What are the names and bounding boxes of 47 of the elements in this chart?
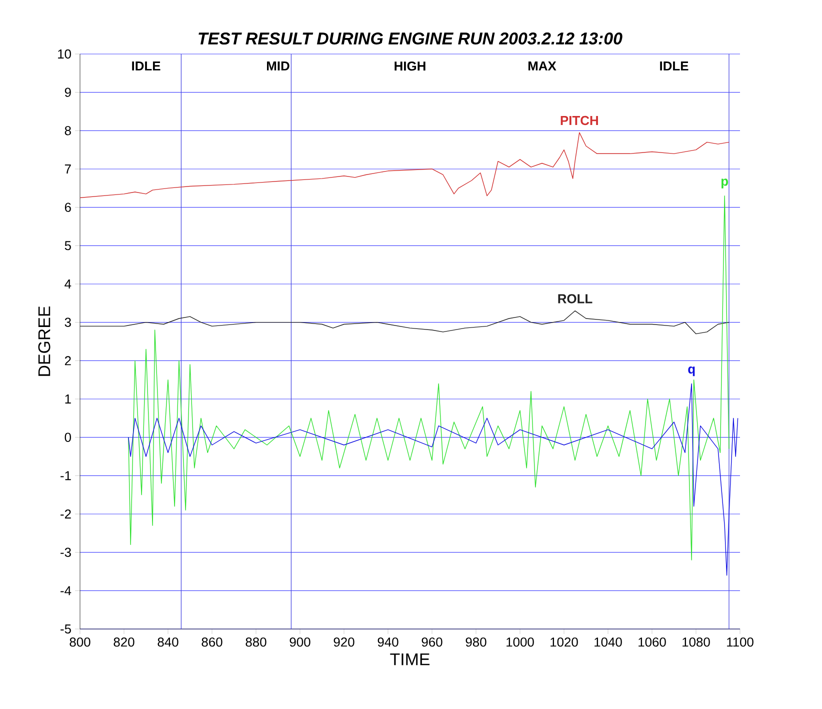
x-tick-label: 900	[290, 637, 310, 647]
chart-title: TEST RESULT DURING ENGINE RUN 2003.2.12 13:00	[198, 32, 622, 45]
y-tick-label: -4	[60, 586, 72, 596]
line-series	[128, 383, 738, 576]
x-tick-label: 960	[422, 637, 442, 647]
y-tick-label: -1	[60, 471, 71, 480]
series-label: PITCH	[560, 116, 598, 126]
annotation: MAX	[528, 62, 556, 70]
x-tick-label: 880	[246, 637, 266, 647]
y-tick-label: -2	[60, 509, 71, 519]
x-tick-label: 920	[334, 637, 354, 647]
x-tick-label: 1020	[550, 637, 578, 647]
x-tick-label: 1080	[682, 637, 710, 647]
y-tick-label: 10	[58, 49, 71, 59]
annotation: IDLE	[660, 62, 688, 70]
x-tick-label: 840	[158, 637, 178, 647]
y-tick-label: -3	[60, 548, 71, 557]
annotation: IDLE	[132, 62, 160, 70]
y-tick-label: -5	[60, 624, 71, 634]
series-label: ROLL	[558, 294, 592, 304]
annotation: MID	[266, 62, 290, 70]
y-tick-label: 3	[64, 318, 71, 327]
y-tick-label: 1	[65, 394, 71, 404]
y-tick-label: 2	[64, 356, 71, 366]
annotation: HIGH	[394, 61, 426, 71]
x-tick-label: 1100	[727, 637, 754, 647]
y-tick-label: 6	[64, 202, 71, 212]
x-axis-title: TIME	[390, 654, 430, 666]
y-axis-title: DEGREE	[38, 306, 50, 376]
series-label: p	[722, 178, 728, 188]
x-tick-label: 1060	[638, 637, 666, 647]
series-label: q	[688, 366, 695, 376]
y-tick-label: 0	[64, 432, 71, 442]
x-tick-label: 860	[202, 637, 222, 647]
x-tick-label: 820	[114, 637, 134, 647]
x-tick-label: 940	[378, 637, 398, 647]
x-tick-label: 1040	[594, 637, 622, 647]
y-tick-label: 9	[64, 88, 71, 97]
y-tick-label: 7	[64, 164, 71, 174]
x-tick-label: 1000	[506, 637, 534, 647]
x-tick-label: 980	[466, 637, 486, 647]
line-series	[128, 195, 730, 560]
y-tick-label: 5	[64, 241, 71, 250]
line-series	[80, 132, 730, 198]
y-tick-label: 8	[64, 126, 71, 136]
x-tick-label: 800	[70, 637, 90, 647]
y-tick-label: 4	[64, 280, 72, 288]
